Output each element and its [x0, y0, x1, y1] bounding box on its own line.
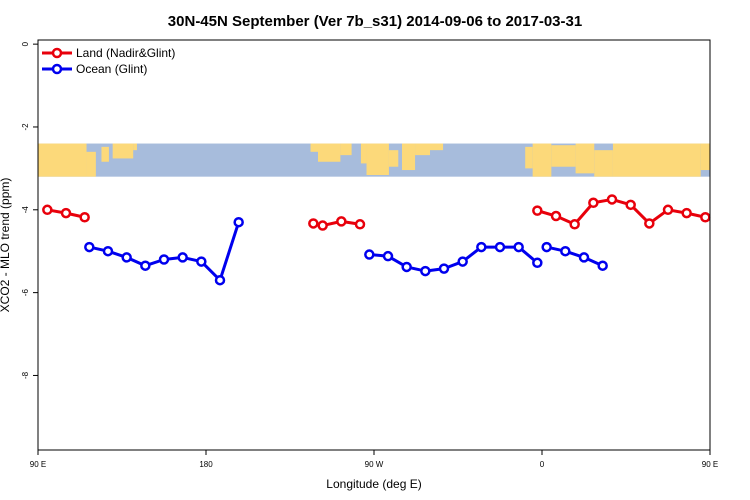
legend-marker-ocean: [51, 63, 63, 75]
series-0-line-2: [536, 197, 706, 226]
map-land-12: [415, 143, 430, 156]
series-1-point-1-1: [382, 250, 394, 262]
series-1-line-2: [546, 245, 604, 268]
series-1-point-0-3: [140, 260, 151, 271]
map-land-2: [101, 146, 109, 162]
x-tick-label-2: 90 W: [365, 460, 384, 469]
map-land-19: [612, 143, 654, 177]
x-tick-label-4: 90 E: [702, 460, 718, 469]
y-tick-label-0: 0: [21, 41, 30, 46]
map-land-4: [133, 143, 137, 151]
series-0-point-0-1: [60, 207, 72, 219]
series-1-point-0-1: [102, 245, 114, 257]
y-axis-label: XCO2 - MLO trend (ppm): [0, 178, 12, 313]
series-1-point-1-4: [438, 263, 450, 274]
map-land-18: [594, 150, 613, 177]
map-land-5: [310, 143, 318, 152]
series-0: [42, 194, 711, 231]
series-1-point-2-3: [597, 260, 608, 271]
series-1-point-0-0: [84, 241, 95, 253]
series-0-point-2-0: [532, 205, 543, 216]
y-tick-label-3: -6: [21, 289, 30, 297]
series-0-point-0-0: [42, 204, 53, 216]
map-land-11: [402, 143, 416, 171]
map-land-21: [700, 143, 710, 171]
map-land-6: [318, 143, 341, 162]
x-axis-label: Longitude (deg E): [326, 477, 421, 491]
series-1-point-1-5: [457, 256, 468, 267]
legend: Land (Nadir&Glint) Ocean (Glint): [42, 46, 175, 76]
series-0-point-1-1: [317, 220, 328, 231]
series-0-point-2-3: [588, 197, 599, 209]
series-0-point-2-9: [700, 212, 711, 223]
series-0-point-2-7: [662, 204, 674, 216]
series-1-point-2-0: [541, 241, 552, 253]
series-0-point-1-3: [354, 219, 366, 230]
x-axis: 90 E 180 90 W 0 90 E: [30, 450, 718, 469]
world-map-band: [38, 143, 710, 177]
series-1: [84, 216, 608, 286]
series-1-point-0-2: [121, 252, 132, 263]
series-0-point-2-1: [550, 210, 562, 222]
series-1-point-1-8: [513, 241, 524, 253]
y-tick-label-1: -2: [21, 123, 30, 131]
y-tick-label-2: -4: [21, 206, 30, 214]
map-land-17: [575, 143, 595, 174]
series-0-point-0-2: [79, 212, 90, 223]
x-tick-label-1: 180: [199, 460, 213, 469]
series-1-line-1: [369, 245, 539, 273]
series-1-point-0-8: [233, 216, 244, 228]
map-land-0: [38, 143, 87, 177]
map-land-20: [654, 143, 701, 177]
map-land-14: [525, 146, 533, 169]
series-1-point-0-4: [158, 254, 170, 265]
series-1-point-2-1: [560, 245, 571, 257]
series-0-point-2-5: [625, 199, 636, 211]
series-0-point-1-0: [308, 218, 319, 229]
y-tick-label-4: -8: [21, 371, 30, 379]
x-tick-label-3: 0: [540, 460, 545, 469]
series-1-point-1-6: [476, 241, 487, 253]
series-0-point-2-8: [681, 207, 692, 219]
map-land-7: [340, 143, 352, 156]
series-0-point-2-6: [644, 218, 655, 229]
series-1-point-0-5: [177, 252, 188, 263]
map-land-10: [388, 150, 399, 167]
series-1-point-1-7: [494, 241, 506, 253]
plot-frame: [37, 39, 711, 451]
chart-title: 30N-45N September (Ver 7b_s31) 2014-09-0…: [168, 13, 582, 30]
series-1-point-1-3: [420, 265, 431, 277]
legend-label-ocean: Ocean (Glint): [76, 62, 147, 76]
series-0-point-2-2: [569, 219, 580, 230]
series-1-point-1-9: [532, 257, 543, 269]
map-land-13: [430, 143, 444, 151]
map-land-3: [112, 143, 134, 159]
map-land-15: [532, 143, 552, 177]
y-axis: 0 -2 -4 -6 -8: [21, 41, 38, 379]
series-layer: [42, 194, 711, 286]
legend-marker-land: [51, 47, 63, 59]
map-land-8: [360, 143, 367, 164]
series-1-point-1-2: [401, 261, 412, 273]
series-1-point-2-2: [578, 252, 590, 263]
map-land-9: [366, 143, 389, 176]
series-1-point-0-7: [214, 274, 226, 286]
series-0-point-2-4: [606, 194, 618, 205]
map-land-16: [551, 145, 576, 167]
legend-label-land: Land (Nadir&Glint): [76, 46, 175, 60]
series-1-point-0-6: [196, 256, 207, 267]
x-tick-label-0: 90 E: [30, 460, 46, 469]
series-1-point-1-0: [364, 249, 375, 260]
map-land-1: [86, 151, 96, 177]
series-0-point-1-2: [336, 216, 347, 227]
